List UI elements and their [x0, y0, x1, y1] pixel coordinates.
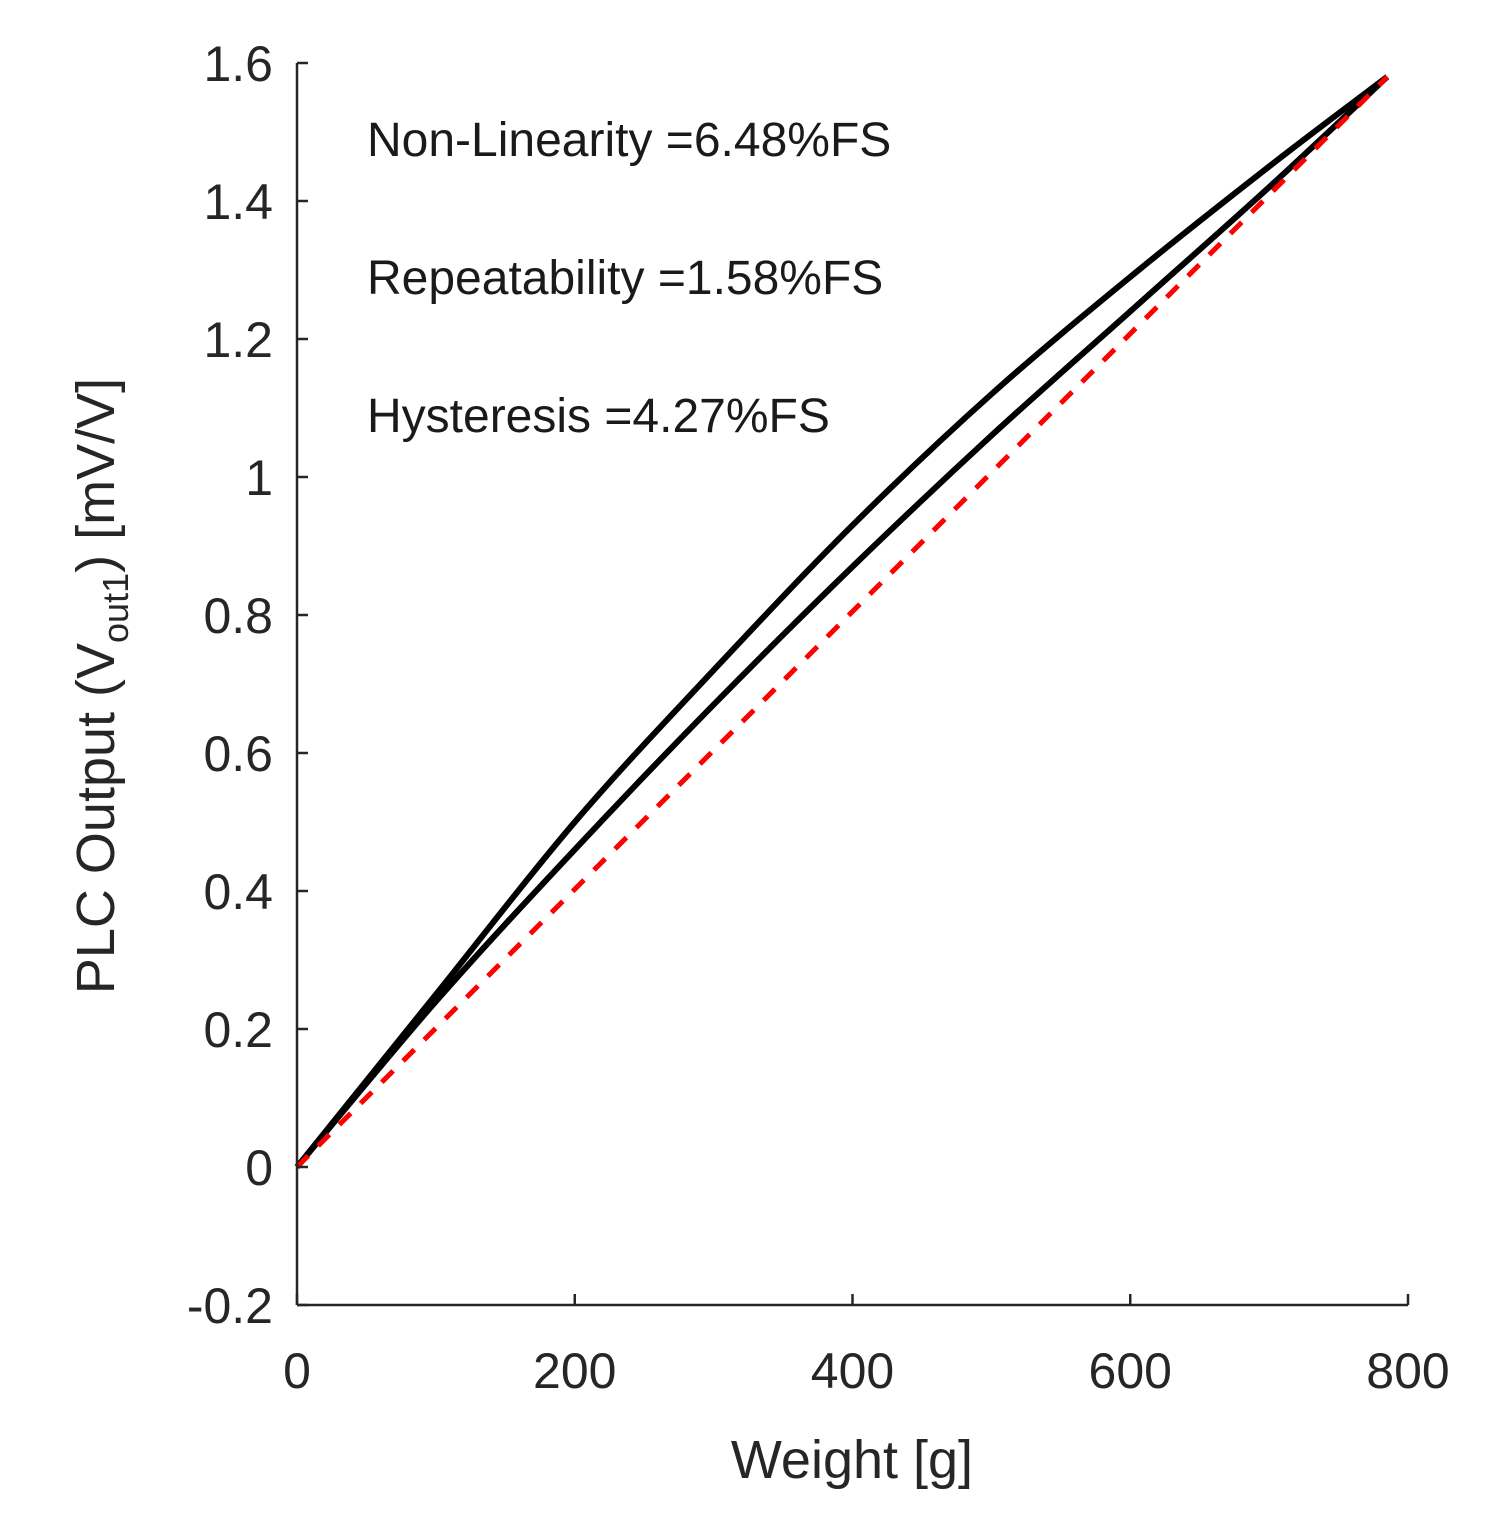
series-unloading-line	[294, 74, 1390, 1169]
y-tick-label: 0.4	[203, 864, 273, 920]
y-tick-label: 0.2	[203, 1002, 273, 1058]
x-tick-label: 200	[533, 1343, 616, 1399]
annotation-non-linearity: Non-Linearity =6.48%FS	[367, 114, 891, 167]
y-axis-title-tail: ) [mV/V]	[66, 378, 126, 573]
x-tick-label: 0	[283, 1343, 311, 1399]
x-tick-label: 600	[1089, 1343, 1172, 1399]
x-tick-label: 800	[1366, 1343, 1449, 1399]
y-axis-title-main: PLC Output (V	[66, 643, 126, 994]
y-axis-title-subscript: out1	[95, 573, 136, 643]
ticks-layer: 0 200 400 600 800-0.200.20.40.60.811.21.41.6	[187, 36, 1450, 1399]
y-tick-label: 1	[245, 450, 273, 506]
y-tick-label: -0.2	[187, 1278, 273, 1334]
y-tick-label: 0	[245, 1140, 273, 1196]
series-layer	[294, 74, 1390, 1169]
y-tick-label: 0.8	[203, 588, 273, 644]
series-loading-line	[294, 74, 1390, 1169]
axes-layer	[295, 63, 1408, 1307]
y-tick-label: 1.2	[203, 312, 273, 368]
x-tick-label: 400	[811, 1343, 894, 1399]
y-tick-label: 1.6	[203, 36, 273, 92]
x-axis-title: Weight [g]	[731, 1430, 973, 1490]
y-tick-label: 0.6	[203, 726, 273, 782]
y-tick-label: 1.4	[203, 174, 273, 230]
series-linear-fit-line	[295, 75, 1389, 1169]
annotation-hysteresis: Hysteresis =4.27%FS	[367, 390, 830, 443]
annotation-repeatability: Repeatability =1.58%FS	[367, 252, 883, 305]
y-axis-title: PLC Output (Vout1) [mV/V]	[66, 378, 136, 994]
